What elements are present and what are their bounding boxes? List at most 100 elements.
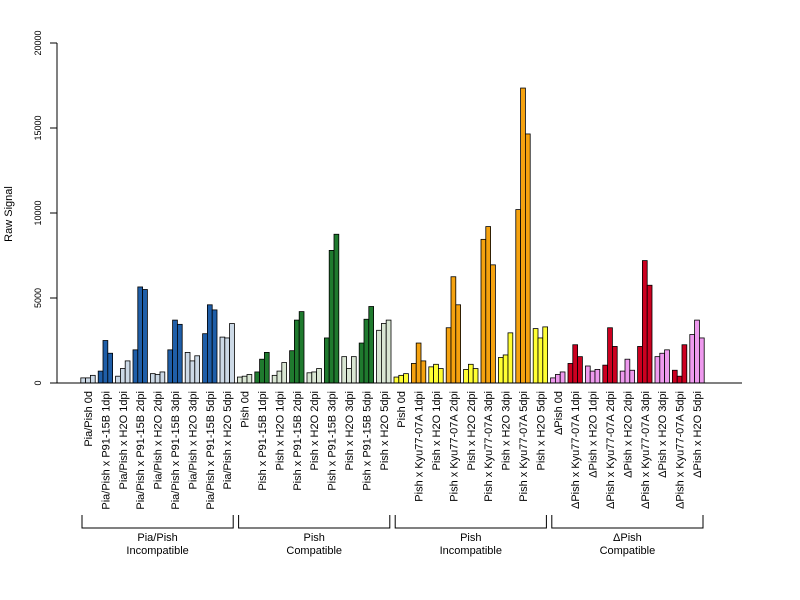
bar xyxy=(559,371,566,384)
category-label: Pish x P91-15B 5dpi xyxy=(361,391,373,491)
bar xyxy=(293,319,300,384)
bar xyxy=(211,309,218,384)
category-label: Pish x P91-15B 1dpi xyxy=(257,391,269,491)
category-label: Pia/Pish x P91-15B 5dpi xyxy=(205,391,217,510)
bar xyxy=(520,87,526,384)
bar xyxy=(281,362,287,384)
bar xyxy=(385,319,392,384)
category-label: ΔPish 0d xyxy=(553,391,565,435)
category-label: Pia/Pish 0d xyxy=(83,391,95,447)
category-label: Pish x Kyu77-07A 5dpi xyxy=(518,391,530,502)
y-axis: 0 5000 10000 15000 20000 xyxy=(33,30,58,386)
bar xyxy=(420,360,427,384)
bar xyxy=(410,363,417,384)
bar xyxy=(328,249,335,384)
bar xyxy=(497,357,504,384)
category-label: Pia/Pish x H2O 5dpi xyxy=(222,391,234,489)
bar xyxy=(585,365,591,384)
bar xyxy=(463,368,469,384)
bar xyxy=(607,327,613,384)
bar xyxy=(542,326,548,384)
group-bracket xyxy=(238,515,391,529)
bar xyxy=(194,355,201,384)
group-label-line2: Incompatible xyxy=(440,545,502,557)
bar xyxy=(333,233,340,384)
bar xyxy=(415,342,422,384)
bar xyxy=(202,333,208,384)
group-bracket xyxy=(394,515,547,529)
bar xyxy=(236,376,243,384)
bar xyxy=(612,346,618,384)
y-tick-label: 20000 xyxy=(33,30,43,55)
bar xyxy=(115,375,121,384)
category-label: ΔPish x Kyu77-07A 1dpi xyxy=(570,391,582,509)
category-label: Pish 0d xyxy=(240,391,252,428)
bar xyxy=(472,368,479,384)
bar xyxy=(85,377,91,384)
y-axis-label: Raw Signal xyxy=(3,186,15,242)
category-label: Pia/Pish x H2O 2dpi xyxy=(153,391,165,489)
category-label: Pish x H2O 1dpi xyxy=(431,391,443,470)
bar xyxy=(525,133,531,384)
bar xyxy=(537,337,544,384)
bar xyxy=(445,327,452,384)
bar xyxy=(206,304,213,384)
bar xyxy=(149,373,156,384)
category-label: Pia/Pish x P91-15B 3dpi xyxy=(170,391,182,510)
bar xyxy=(246,374,253,384)
group-brackets: Pia/PishIncompatiblePishCompatiblePishIn… xyxy=(81,515,704,557)
category-label: Pia/Pish x H2O 3dpi xyxy=(187,391,199,489)
bar xyxy=(219,336,226,384)
bar xyxy=(515,209,521,384)
bar xyxy=(132,349,139,384)
category-label: ΔPish x Kyu77-07A 3dpi xyxy=(640,391,652,509)
bar xyxy=(589,370,596,384)
bar xyxy=(346,368,352,384)
bar xyxy=(172,319,178,384)
bar xyxy=(550,377,556,384)
category-label: Pish x Kyu77-07A 3dpi xyxy=(483,391,495,502)
bar xyxy=(271,374,278,384)
bar xyxy=(184,351,191,384)
bar xyxy=(681,344,688,384)
bar xyxy=(485,226,491,384)
bar xyxy=(124,360,131,384)
bar xyxy=(642,260,648,384)
bar xyxy=(90,374,96,384)
bar xyxy=(637,346,643,384)
category-label: ΔPish x Kyu77-07A 5dpi xyxy=(675,391,687,509)
bar xyxy=(624,358,631,384)
group-label-line1: Pish xyxy=(303,532,324,544)
bar xyxy=(363,318,370,384)
group-label-line1: Pish xyxy=(460,532,481,544)
bar xyxy=(555,374,561,384)
bar xyxy=(490,264,496,384)
bar xyxy=(167,349,174,384)
category-label: Pia/Pish x P91-15B 2dpi xyxy=(135,391,147,510)
category-label: Pish x Kyu77-07A 2dpi xyxy=(448,391,460,502)
bar xyxy=(567,363,574,384)
group-label-line1: ΔPish xyxy=(613,532,642,544)
category-label: Pish x H2O 1dpi xyxy=(274,391,286,470)
bar xyxy=(689,334,695,384)
bar xyxy=(437,368,444,384)
category-label: ΔPish x H2O 3dpi xyxy=(657,391,669,478)
bar xyxy=(97,370,104,384)
category-label: Pish x H2O 5dpi xyxy=(379,391,391,470)
bar xyxy=(289,350,295,384)
group-label-line2: Compatible xyxy=(600,545,656,557)
bar xyxy=(428,366,434,384)
bar xyxy=(137,286,144,384)
bar xyxy=(694,319,700,384)
bar xyxy=(507,332,514,384)
bar xyxy=(480,238,487,384)
bar xyxy=(189,360,196,384)
category-label: Pish x Kyu77-07A 1dpi xyxy=(414,391,426,502)
bar xyxy=(142,289,148,384)
category-label: Pish x H2O 3dpi xyxy=(501,391,513,470)
bar xyxy=(311,371,317,384)
bar xyxy=(368,306,374,384)
category-label: Pish x H2O 2dpi xyxy=(466,391,478,470)
group-label-line1: Pia/Pish xyxy=(137,532,177,544)
bar xyxy=(120,368,126,384)
